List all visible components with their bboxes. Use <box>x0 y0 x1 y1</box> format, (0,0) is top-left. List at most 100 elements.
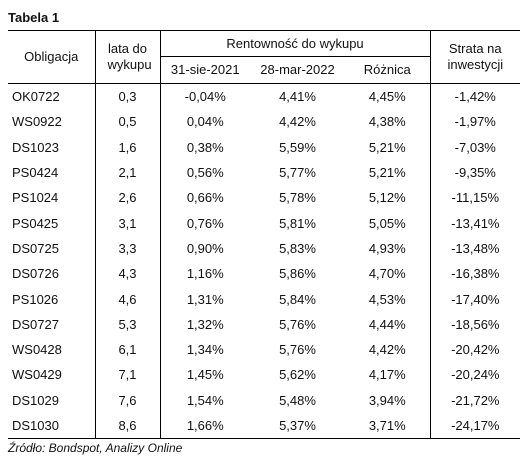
table-cell: DS1023 <box>8 134 96 160</box>
table-cell: 1,16% <box>186 266 224 282</box>
table-cell: 5,77% <box>279 165 316 181</box>
table-cell: 0,56% <box>186 165 224 181</box>
table-cell: 7,6 <box>95 387 161 413</box>
table-cell: 4,93% <box>345 235 431 262</box>
table-cell: 3,3 <box>95 235 161 262</box>
table-cell: 4,44% <box>345 311 431 337</box>
table-cell: -18,56% <box>451 316 500 332</box>
table-cell: -0,04% <box>184 89 226 105</box>
table-cell: 1,34% <box>186 342 224 358</box>
table-cell: 0,5 <box>95 109 161 135</box>
table-cell: 2,6 <box>95 185 161 211</box>
table-cell: 5,76% <box>279 342 316 358</box>
table-cell: 4,42% <box>279 114 316 130</box>
table-cell: -16,38% <box>451 266 500 282</box>
table-cell: 4,3 <box>95 261 161 287</box>
table-cell: -17,40% <box>451 291 500 307</box>
table-cell: -24,17% <box>451 418 500 433</box>
table-cell: 0,76% <box>186 215 224 231</box>
table-cell: 0,04% <box>186 114 224 130</box>
table-cell: 5,05% <box>345 210 431 236</box>
table-cell: 3,71% <box>345 412 431 439</box>
table-cell: -9,35% <box>454 165 496 181</box>
table-cell: -21,72% <box>451 392 500 408</box>
table-cell: OK0722 <box>8 83 96 110</box>
table-cell: 5,83% <box>279 240 316 256</box>
table-cell: -13,41% <box>451 215 500 231</box>
table-cell: -13,48% <box>451 240 500 256</box>
table-cell: DS1029 <box>8 387 96 413</box>
table-cell: 5,76% <box>279 316 316 332</box>
table-cell: PS1026 <box>8 286 96 312</box>
table-cell: WS0429 <box>8 362 96 388</box>
table-cell: PS0424 <box>8 159 96 186</box>
table-cell: 5,59% <box>279 139 316 155</box>
header-cell: Rentowność do wykupu <box>160 30 431 57</box>
table-cell: 3,94% <box>345 387 431 413</box>
table-cell: 5,21% <box>345 159 431 186</box>
table-cell: WS0428 <box>8 336 96 363</box>
table-cell: 1,66% <box>186 418 224 433</box>
header-cell: lata do wykupu <box>95 30 161 84</box>
table-cell: 4,41% <box>279 89 316 105</box>
table-row: DS1023 1,6 0,38% 5,59% 5,21% -7,03% <box>8 134 520 160</box>
table-row: OK0722 0,3 -0,04% 4,41% 4,45% -1,42% <box>8 83 520 110</box>
table-cell: 4,17% <box>345 362 431 388</box>
table-cell: 4,38% <box>345 109 431 135</box>
table-cell: 5,21% <box>345 134 431 160</box>
table-title: Tabela 1 <box>8 10 60 25</box>
header-cell: 28-mar-2022 <box>260 62 335 77</box>
table-cell: 1,31% <box>186 291 224 307</box>
table-cell: 5,12% <box>345 185 431 211</box>
table-cell: 4,53% <box>345 286 431 312</box>
header-cell: Różnica <box>345 56 431 84</box>
header-cell: Obligacja <box>8 30 96 84</box>
table-cell: 1,54% <box>186 392 224 408</box>
table-row: PS0425 3,1 0,76% 5,81% 5,05% -13,41% <box>8 210 520 236</box>
table-row: WS0428 6,1 1,34% 5,76% 4,42% -20,42% <box>8 336 520 363</box>
table-row: WS0922 0,5 0,04% 4,42% 4,38% -1,97% <box>8 109 520 135</box>
table-cell: 3,1 <box>95 210 161 236</box>
table-cell: 5,62% <box>279 367 316 383</box>
header-cell: 31-sie-2021 <box>170 62 240 77</box>
table-cell: 5,84% <box>279 291 316 307</box>
table-cell: 1,6 <box>95 134 161 160</box>
table-cell: 0,90% <box>186 240 224 256</box>
table-row: PS1026 4,6 1,31% 5,84% 4,53% -17,40% <box>8 286 520 312</box>
table-cell: DS0726 <box>8 261 96 287</box>
table-cell: 8,6 <box>95 412 161 439</box>
table-cell: -20,42% <box>451 342 500 358</box>
table-row: DS1029 7,6 1,54% 5,48% 3,94% -21,72% <box>8 387 520 413</box>
table-row: DS0726 4,3 1,16% 5,86% 4,70% -16,38% <box>8 261 520 287</box>
table-cell: WS0922 <box>8 109 96 135</box>
table-cell: 4,45% <box>345 83 431 110</box>
table-header: Obligacja lata do wykupu Rentowność do w… <box>8 30 521 84</box>
table-row: DS1030 8,6 1,66% 5,37% 3,71% -24,17% <box>8 412 520 439</box>
table-row: WS0429 7,1 1,45% 5,62% 4,17% -20,24% <box>8 362 520 388</box>
table-cell: 5,81% <box>279 215 316 231</box>
table-cell: 4,42% <box>345 336 431 363</box>
table-row: PS1024 2,6 0,66% 5,78% 5,12% -11,15% <box>8 185 520 211</box>
table-cell: 2,1 <box>95 159 161 186</box>
table: Obligacja lata do wykupu Rentowność do w… <box>8 30 521 439</box>
table-body: OK0722 0,3 -0,04% 4,41% 4,45% -1,42% WS0922 0,5… <box>8 83 521 439</box>
table-row: DS0727 5,3 1,32% 5,76% 4,44% -18,56% <box>8 311 520 337</box>
table-cell: 5,78% <box>279 190 316 206</box>
table-cell: -7,03% <box>454 139 496 155</box>
table-cell: DS1030 <box>8 412 96 439</box>
table-cell: -20,24% <box>451 367 500 383</box>
table-cell: 5,86% <box>279 266 316 282</box>
table-cell: 0,66% <box>186 190 224 206</box>
table-cell: DS0727 <box>8 311 96 337</box>
table-cell: -1,42% <box>454 89 496 105</box>
table-row: PS0424 2,1 0,56% 5,77% 5,21% -9,35% <box>8 159 520 186</box>
table-cell: -11,15% <box>451 190 500 206</box>
table-cell: PS1024 <box>8 185 96 211</box>
header-cell: Strata na inwestycji <box>447 41 504 72</box>
table-cell: 0,3 <box>95 83 161 110</box>
table-cell: 5,37% <box>279 418 316 433</box>
table-cell: 1,45% <box>186 367 224 383</box>
table-cell: 7,1 <box>95 362 161 388</box>
table-cell: 5,48% <box>279 392 316 408</box>
